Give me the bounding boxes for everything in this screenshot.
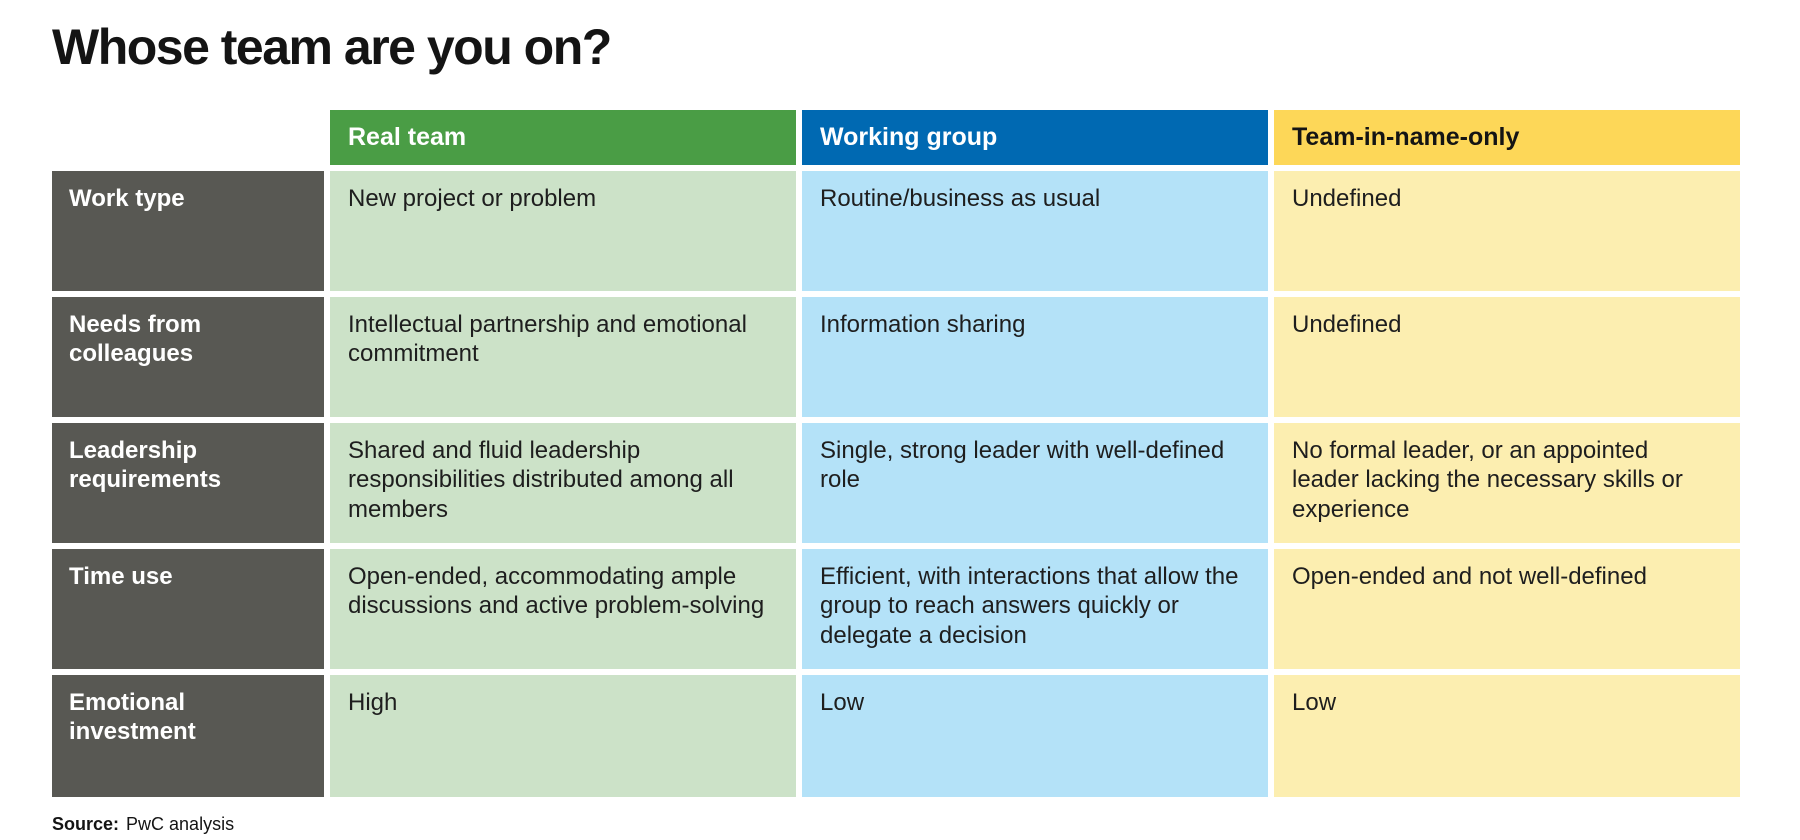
row-label-emotional-investment: Emotional investment [52,675,324,797]
row-label-leadership-requirements: Leadership requirements [52,423,324,543]
row-label-work-type: Work type [52,171,324,291]
cell-needs-team-in-name-only: Undefined [1274,297,1740,417]
column-header-team-in-name-only: Team-in-name-only [1274,110,1740,165]
cell-leadership-team-in-name-only: No formal leader, or an appointed leader… [1274,423,1740,543]
cell-time-use-working-group: Efficient, with interactions that allow … [802,549,1268,669]
source-note: Source: PwC analysis [52,814,1740,835]
column-header-working-group: Working group [802,110,1268,165]
cell-emotional-working-group: Low [802,675,1268,797]
comparison-table: Real team Working group Team-in-name-onl… [52,110,1740,797]
cell-work-type-working-group: Routine/business as usual [802,171,1268,291]
cell-work-type-real-team: New project or problem [330,171,796,291]
cell-time-use-team-in-name-only: Open-ended and not well-defined [1274,549,1740,669]
column-header-real-team: Real team [330,110,796,165]
cell-leadership-real-team: Shared and fluid leadership responsibili… [330,423,796,543]
table-corner-spacer [52,110,324,165]
source-text: PwC analysis [126,814,235,834]
cell-needs-working-group: Information sharing [802,297,1268,417]
cell-needs-real-team: Intellectual partnership and emotional c… [330,297,796,417]
cell-leadership-working-group: Single, strong leader with well-defined … [802,423,1268,543]
cell-emotional-real-team: High [330,675,796,797]
cell-time-use-real-team: Open-ended, accommodating ample discussi… [330,549,796,669]
page-title: Whose team are you on? [52,19,612,75]
cell-work-type-team-in-name-only: Undefined [1274,171,1740,291]
cell-emotional-team-in-name-only: Low [1274,675,1740,797]
source-label: Source: [52,814,120,834]
row-label-time-use: Time use [52,549,324,669]
row-label-needs-from-colleagues: Needs from colleagues [52,297,324,417]
